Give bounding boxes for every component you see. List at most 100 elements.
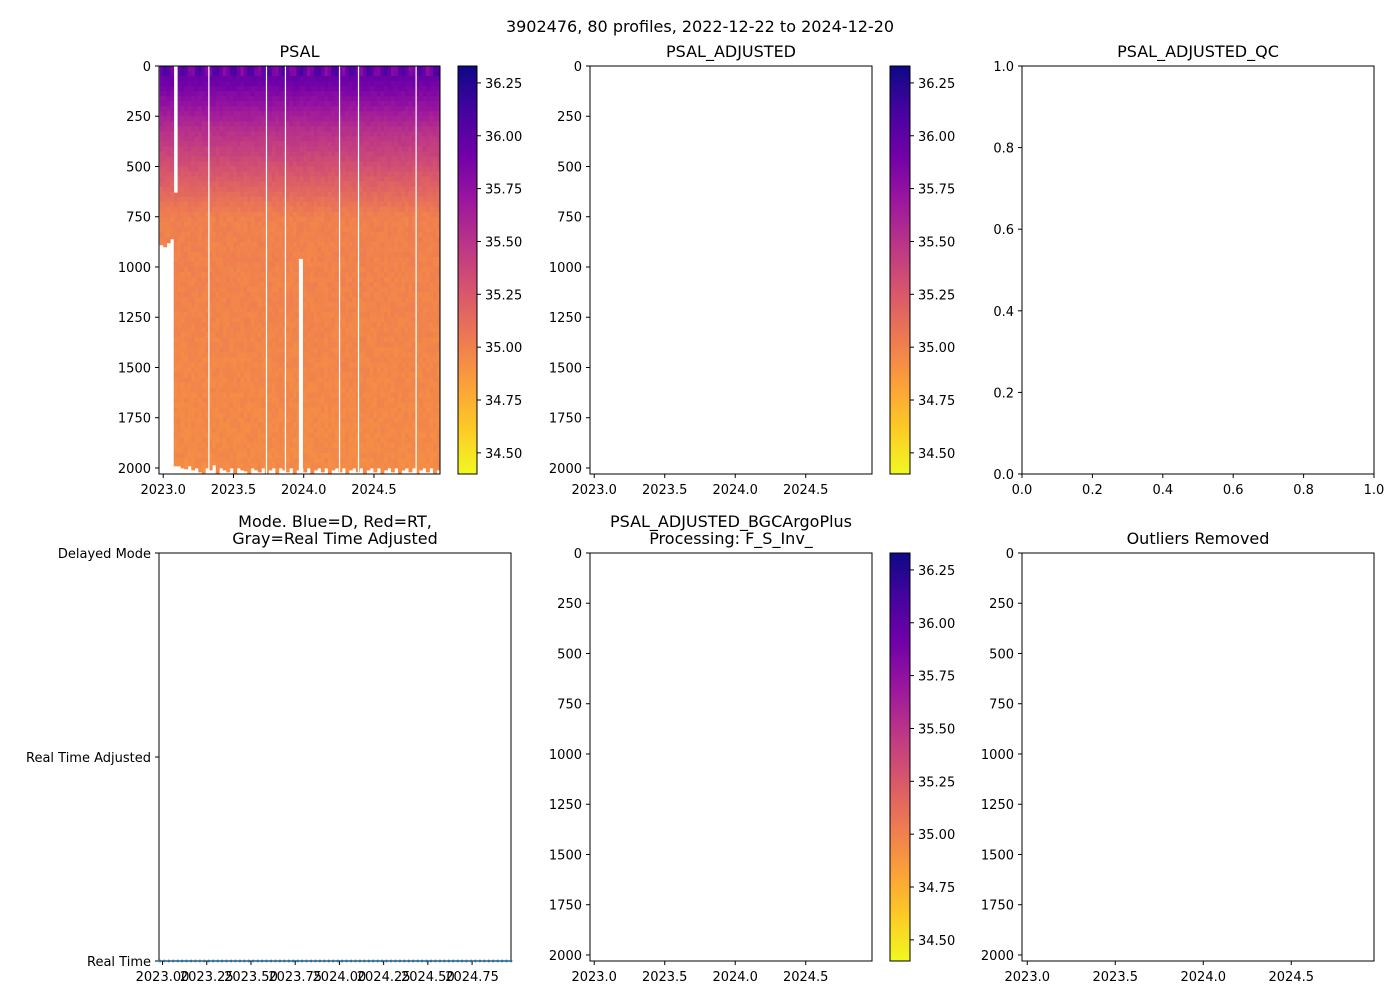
psal-heatmap-cell <box>247 196 252 203</box>
psal-heatmap-cell <box>359 131 364 137</box>
psal-heatmap-cell <box>208 422 213 429</box>
psal-heatmap-cell <box>275 211 280 218</box>
psal-heatmap-cell <box>254 86 259 92</box>
psal-heatmap-cell <box>345 402 350 409</box>
psal-heatmap-cell <box>201 347 206 353</box>
psal-heatmap-cell <box>201 372 206 378</box>
psal-heatmap-cell <box>215 342 220 348</box>
psal-heatmap-cell <box>320 467 325 473</box>
psal-heatmap-cell <box>369 352 374 358</box>
psal-heatmap-cell <box>240 241 245 248</box>
psal-heatmap-cell <box>236 297 241 303</box>
psal-heatmap-cell <box>369 246 374 253</box>
psal-heatmap-cell <box>310 241 315 248</box>
psal-heatmap-cell <box>362 261 367 268</box>
psal-heatmap-cell <box>324 402 329 409</box>
psal-heatmap-cell <box>229 251 234 258</box>
psal-heatmap-cell <box>310 297 315 303</box>
psal-heatmap-cell <box>285 447 290 454</box>
psal-heatmap-cell <box>317 337 322 343</box>
psal-heatmap-cell <box>254 422 259 429</box>
psal-heatmap-cell <box>236 302 241 308</box>
psal-heatmap-cell <box>362 206 367 213</box>
psal-heatmap-cell <box>320 81 325 87</box>
psal-heatmap-cell <box>338 277 343 283</box>
psal-heatmap-cell <box>303 121 308 127</box>
psal-heatmap-cell <box>247 221 252 228</box>
psal-heatmap-cell <box>159 201 164 208</box>
psal-heatmap-cell <box>359 146 364 152</box>
psal-heatmap-cell <box>292 106 297 112</box>
psal-heatmap-cell <box>355 106 360 112</box>
psal-heatmap-cell <box>313 432 318 439</box>
psal-heatmap-cell <box>208 266 213 273</box>
psal-heatmap-cell <box>369 272 374 278</box>
psal-heatmap-cell <box>320 66 325 72</box>
psal-heatmap-cell <box>292 171 297 177</box>
psal-heatmap-cell <box>331 106 336 112</box>
psal-heatmap-cell <box>170 91 175 97</box>
psal-heatmap-cell <box>324 236 329 243</box>
psal-heatmap-cell <box>236 272 241 278</box>
psal-heatmap-cell <box>261 422 266 429</box>
psal-heatmap-cell <box>250 196 255 203</box>
psal-heatmap-cell <box>341 417 346 424</box>
psal-heatmap-cell <box>170 231 175 238</box>
psal-heatmap-cell <box>296 327 301 333</box>
psal-heatmap-cell <box>306 412 311 419</box>
psal-heatmap-cell <box>163 111 168 117</box>
psal-heatmap-cell <box>173 357 178 363</box>
psal-heatmap-cell <box>250 367 255 373</box>
psal-heatmap-cell <box>366 457 371 464</box>
psal-heatmap-cell <box>257 181 262 187</box>
psal-heatmap-cell <box>233 372 238 378</box>
psal-heatmap-cell <box>222 452 227 459</box>
psal-heatmap-cell <box>187 367 192 373</box>
psal-heatmap-cell <box>201 206 206 213</box>
psal-heatmap-cell <box>355 392 360 399</box>
psal-heatmap-cell <box>303 196 308 203</box>
psal-heatmap-cell <box>306 277 311 283</box>
psal-heatmap-cell <box>184 347 189 353</box>
psal-heatmap-cell <box>208 81 213 87</box>
psal-heatmap-cell <box>306 141 311 147</box>
psal-heatmap-cell <box>278 76 283 82</box>
psal-heatmap-cell <box>184 201 189 208</box>
psal-heatmap-cell <box>366 287 371 293</box>
psal-heatmap-cell <box>331 357 336 363</box>
psal-heatmap-cell <box>180 186 185 193</box>
psal-heatmap-cell <box>257 86 262 92</box>
psal-heatmap-cell <box>327 246 332 253</box>
psal-heatmap-cell <box>331 66 336 72</box>
psal-heatmap-cell <box>299 116 304 122</box>
psal-heatmap-cell <box>320 442 325 449</box>
psal-heatmap-cell <box>240 206 245 213</box>
psal-heatmap-cell <box>362 91 367 97</box>
psal-heatmap-cell <box>254 191 259 198</box>
psal-heatmap-cell <box>229 206 234 213</box>
psal-heatmap-cell <box>285 146 290 152</box>
psal-heatmap-cell <box>191 287 196 293</box>
psal-heatmap-cell <box>296 272 301 278</box>
psal-heatmap-cell <box>331 427 336 434</box>
psal-heatmap-cell <box>243 452 248 459</box>
psal-heatmap-cell <box>331 136 336 142</box>
psal-heatmap-cell <box>177 287 182 293</box>
psal-heatmap-cell <box>341 221 346 228</box>
psal-heatmap-cell <box>366 442 371 449</box>
psal-heatmap-cell <box>366 402 371 409</box>
psal-heatmap-cell <box>198 186 203 193</box>
psal-heatmap-cell <box>348 66 353 72</box>
psal-heatmap-cell <box>376 447 381 454</box>
psal-heatmap-cell <box>285 156 290 162</box>
psal-heatmap-cell <box>240 422 245 429</box>
psal-heatmap-cell <box>208 467 213 471</box>
psal-heatmap-cell <box>257 467 262 473</box>
psal-heatmap-cell <box>303 206 308 213</box>
psal-heatmap-cell <box>338 307 343 313</box>
psal-heatmap-cell <box>173 261 178 268</box>
psal-heatmap-cell <box>226 437 231 444</box>
psal-heatmap-cell <box>289 101 294 107</box>
psal-heatmap-cell <box>373 231 378 238</box>
psal-heatmap-cell <box>334 292 339 298</box>
